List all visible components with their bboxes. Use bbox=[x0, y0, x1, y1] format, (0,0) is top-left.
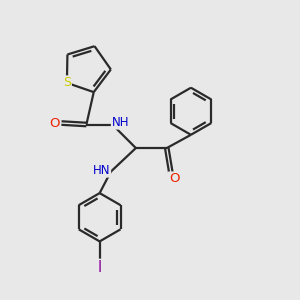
Text: O: O bbox=[169, 172, 179, 185]
Text: NH: NH bbox=[112, 116, 129, 129]
Text: HN: HN bbox=[93, 164, 110, 177]
Text: I: I bbox=[98, 260, 102, 275]
Text: O: O bbox=[50, 116, 60, 130]
Text: S: S bbox=[63, 76, 71, 89]
